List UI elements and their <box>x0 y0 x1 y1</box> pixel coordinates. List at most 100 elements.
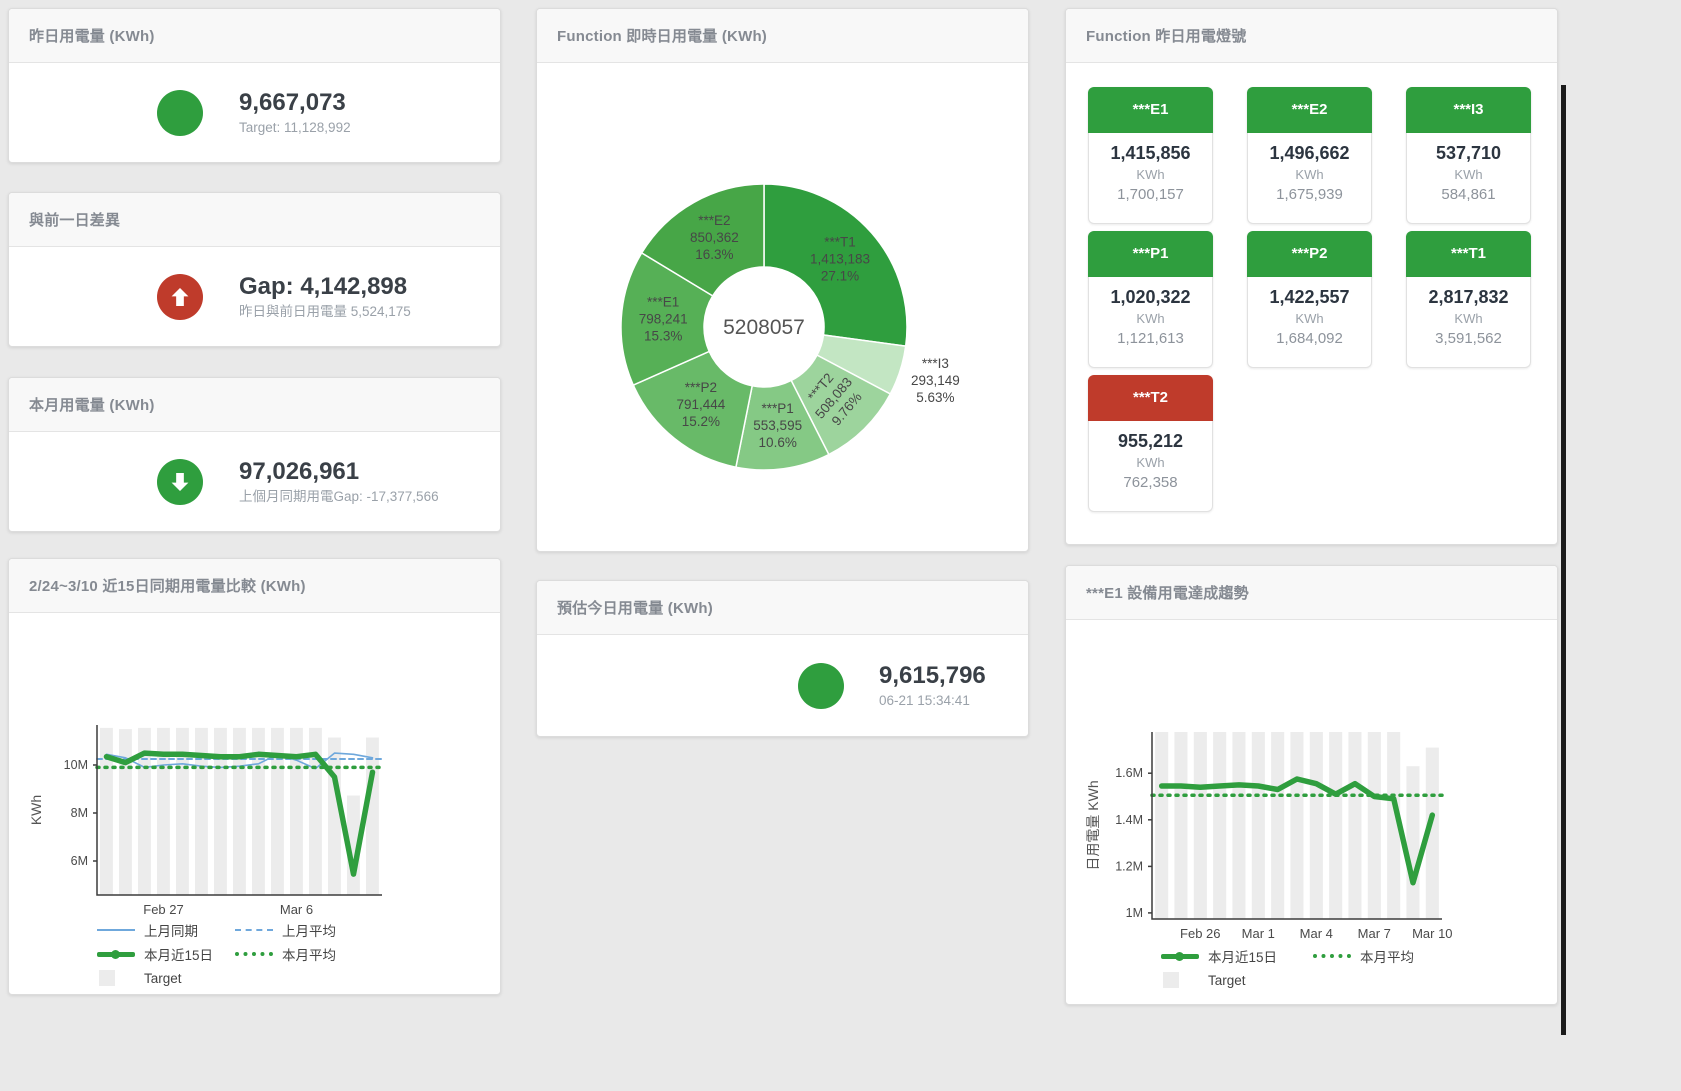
legend-item[interactable]: 本月平均 <box>1313 947 1414 965</box>
stat-subtitle: Target: 11,128,992 <box>239 119 351 135</box>
tile-unit: KWh <box>1454 311 1483 326</box>
panel-header: 2/24~3/10 近15日同期用電量比較 (KWh) <box>9 559 500 613</box>
tile-value: 1,496,662 <box>1269 143 1350 163</box>
scrollbar[interactable] <box>1561 85 1566 1035</box>
panel-gap-previous-day: 與前一日差異 Gap: 4,142,898 昨日與前日用電量 5,524,175 <box>8 192 501 347</box>
tile-value: 537,710 <box>1435 143 1502 163</box>
tile-label: ***E1 <box>1088 87 1213 133</box>
target-bar <box>366 737 379 895</box>
legend-item[interactable]: Target <box>97 969 235 987</box>
panel-function-lights: Function 昨日用電燈號 ***E1 1,415,856 KWh 1,700,1… <box>1065 8 1558 545</box>
donut-slice-E2[interactable] <box>640 183 765 297</box>
stat-value: 9,615,796 <box>879 661 986 689</box>
series-line <box>103 750 376 877</box>
target-bar <box>290 727 303 895</box>
legend-item[interactable]: 上月同期 <box>97 921 235 939</box>
donut-slice-label: ***E2 850,362 16.3% <box>690 213 739 262</box>
arrow-up-circle-icon <box>157 273 203 320</box>
legend-label: 本月近15日 <box>1208 950 1278 965</box>
trend-chart-svg: 1M 1.2M 1.4M 1.6M Feb 26 Mar 1 Mar 4 Mar 7 Mar 1… <box>1085 732 1453 941</box>
panel-compare-15day-chart: 2/24~3/10 近15日同期用電量比較 (KWh) 6M 8M 10M Feb 2… <box>8 558 501 995</box>
function-tile-E1[interactable]: ***E1 1,415,856 KWh 1,700,157 <box>1088 87 1213 224</box>
function-tile-T1[interactable]: ***T1 2,817,832 KWh 3,591,562 <box>1406 231 1531 368</box>
panel-header: Function 昨日用電燈號 <box>1066 9 1557 63</box>
y-axis-label: 日用電量 KWh <box>1085 780 1101 870</box>
legend-swatch-square <box>99 970 115 986</box>
panel-title: 預估今日用電量 (KWh) <box>557 600 713 617</box>
donut-slice-label: ***I3 293,149 5.63% <box>911 356 960 405</box>
function-tile-E2[interactable]: ***E2 1,496,662 KWh 1,675,939 <box>1247 87 1372 224</box>
legend-swatch-dash <box>235 929 273 931</box>
donut-slice-label: ***P1 553,595 10.6% <box>753 401 802 450</box>
tile-value: 1,020,322 <box>1110 287 1191 307</box>
arrow-down-circle-icon <box>157 458 203 505</box>
status-circle-green-icon <box>157 89 203 136</box>
legend-item[interactable]: Target <box>1161 971 1313 989</box>
chart-axes <box>96 725 382 896</box>
legend-label: Target <box>1208 972 1246 988</box>
legend-item[interactable]: 本月近15日 <box>97 945 235 963</box>
tile-unit: KWh <box>1454 167 1483 182</box>
target-bar <box>1155 732 1169 919</box>
compare-chart-svg: 6M 8M 10M Feb 27 Mar 6 KWh <box>28 725 384 917</box>
target-bar <box>138 727 151 895</box>
target-bar <box>1174 732 1188 919</box>
tile-value: 1,415,856 <box>1110 143 1191 163</box>
target-bar <box>1367 732 1381 919</box>
target-bar <box>214 727 227 895</box>
target-bar <box>176 727 189 895</box>
legend-label: 本月平均 <box>282 948 336 963</box>
tile-value: 1,422,557 <box>1269 287 1350 307</box>
function-tile-P1[interactable]: ***P1 1,020,322 KWh 1,121,613 <box>1088 231 1213 368</box>
panel-e1-trend-chart: ***E1 設備用電達成趨勢 1M 1.2M 1.4M 1.6M Feb 26 Mar 1… <box>1065 565 1558 1005</box>
tile-value: 2,817,832 <box>1428 287 1509 307</box>
panel-title: Function 即時日用電量 (KWh) <box>557 28 767 45</box>
legend-swatch-square <box>1163 972 1179 988</box>
donut-slice-T1[interactable] <box>763 183 908 347</box>
compare-chart-legend: 上月同期 上月平均 本月近15日 本月平均 Target <box>97 921 336 987</box>
target-bar <box>119 729 132 895</box>
panel-title: 昨日用電量 (KWh) <box>29 28 155 45</box>
legend-item[interactable]: 本月平均 <box>235 945 336 963</box>
legend-label: Target <box>144 970 182 986</box>
tile-target: 762,358 <box>1123 474 1178 491</box>
donut-slice-E1[interactable] <box>620 251 714 387</box>
y-tick-label: 1.2M <box>1115 859 1143 873</box>
target-bar <box>100 727 113 895</box>
tile-target: 1,675,939 <box>1276 186 1343 203</box>
legend-item[interactable]: 上月平均 <box>235 921 336 939</box>
tile-target: 3,591,562 <box>1435 330 1502 347</box>
stat-subtitle: 上個月同期用電Gap: -17,377,566 <box>239 488 439 504</box>
panel-estimate-today: 預估今日用電量 (KWh) 9,615,796 06-21 15:34:41 <box>536 580 1029 737</box>
legend-swatch-thick <box>1161 951 1199 961</box>
function-tile-P2[interactable]: ***P2 1,422,557 KWh 1,684,092 <box>1247 231 1372 368</box>
tile-target: 1,700,157 <box>1117 186 1184 203</box>
target-bar <box>1193 732 1207 919</box>
legend-swatch-dots <box>235 952 273 956</box>
x-tick-label: Mar 7 <box>1358 926 1391 941</box>
panel-title: 2/24~3/10 近15日同期用電量比較 (KWh) <box>29 578 306 595</box>
panel-header: Function 即時日用電量 (KWh) <box>537 9 1028 63</box>
target-bar <box>309 727 322 895</box>
donut-slice-label: ***E1 798,241 15.3% <box>639 295 688 344</box>
panel-title: 與前一日差異 <box>29 212 121 229</box>
legend-item[interactable]: 本月近15日 <box>1161 947 1313 965</box>
tile-unit: KWh <box>1136 167 1165 182</box>
target-bar <box>1387 732 1401 919</box>
function-tile-I3[interactable]: ***I3 537,710 KWh 584,861 <box>1406 87 1531 224</box>
tile-label: ***P2 <box>1247 231 1372 277</box>
y-axis-label: KWh <box>28 795 44 825</box>
function-tile-T2[interactable]: ***T2 955,212 KWh 762,358 <box>1088 375 1213 512</box>
tile-label: ***T1 <box>1406 231 1531 277</box>
x-tick-label: Mar 4 <box>1300 926 1333 941</box>
y-tick-label: 1.6M <box>1115 766 1143 780</box>
x-tick-label: Mar 6 <box>280 902 313 917</box>
stat-subtitle: 昨日與前日用電量 5,524,175 <box>239 303 411 319</box>
target-bar <box>233 727 246 895</box>
legend-label: 上月同期 <box>144 924 198 939</box>
donut-slice-P2[interactable] <box>632 350 754 469</box>
target-bar <box>1232 732 1246 919</box>
chart-axes <box>1151 732 1442 920</box>
panel-header: ***E1 設備用電達成趨勢 <box>1066 566 1557 620</box>
target-bar <box>1290 732 1304 919</box>
